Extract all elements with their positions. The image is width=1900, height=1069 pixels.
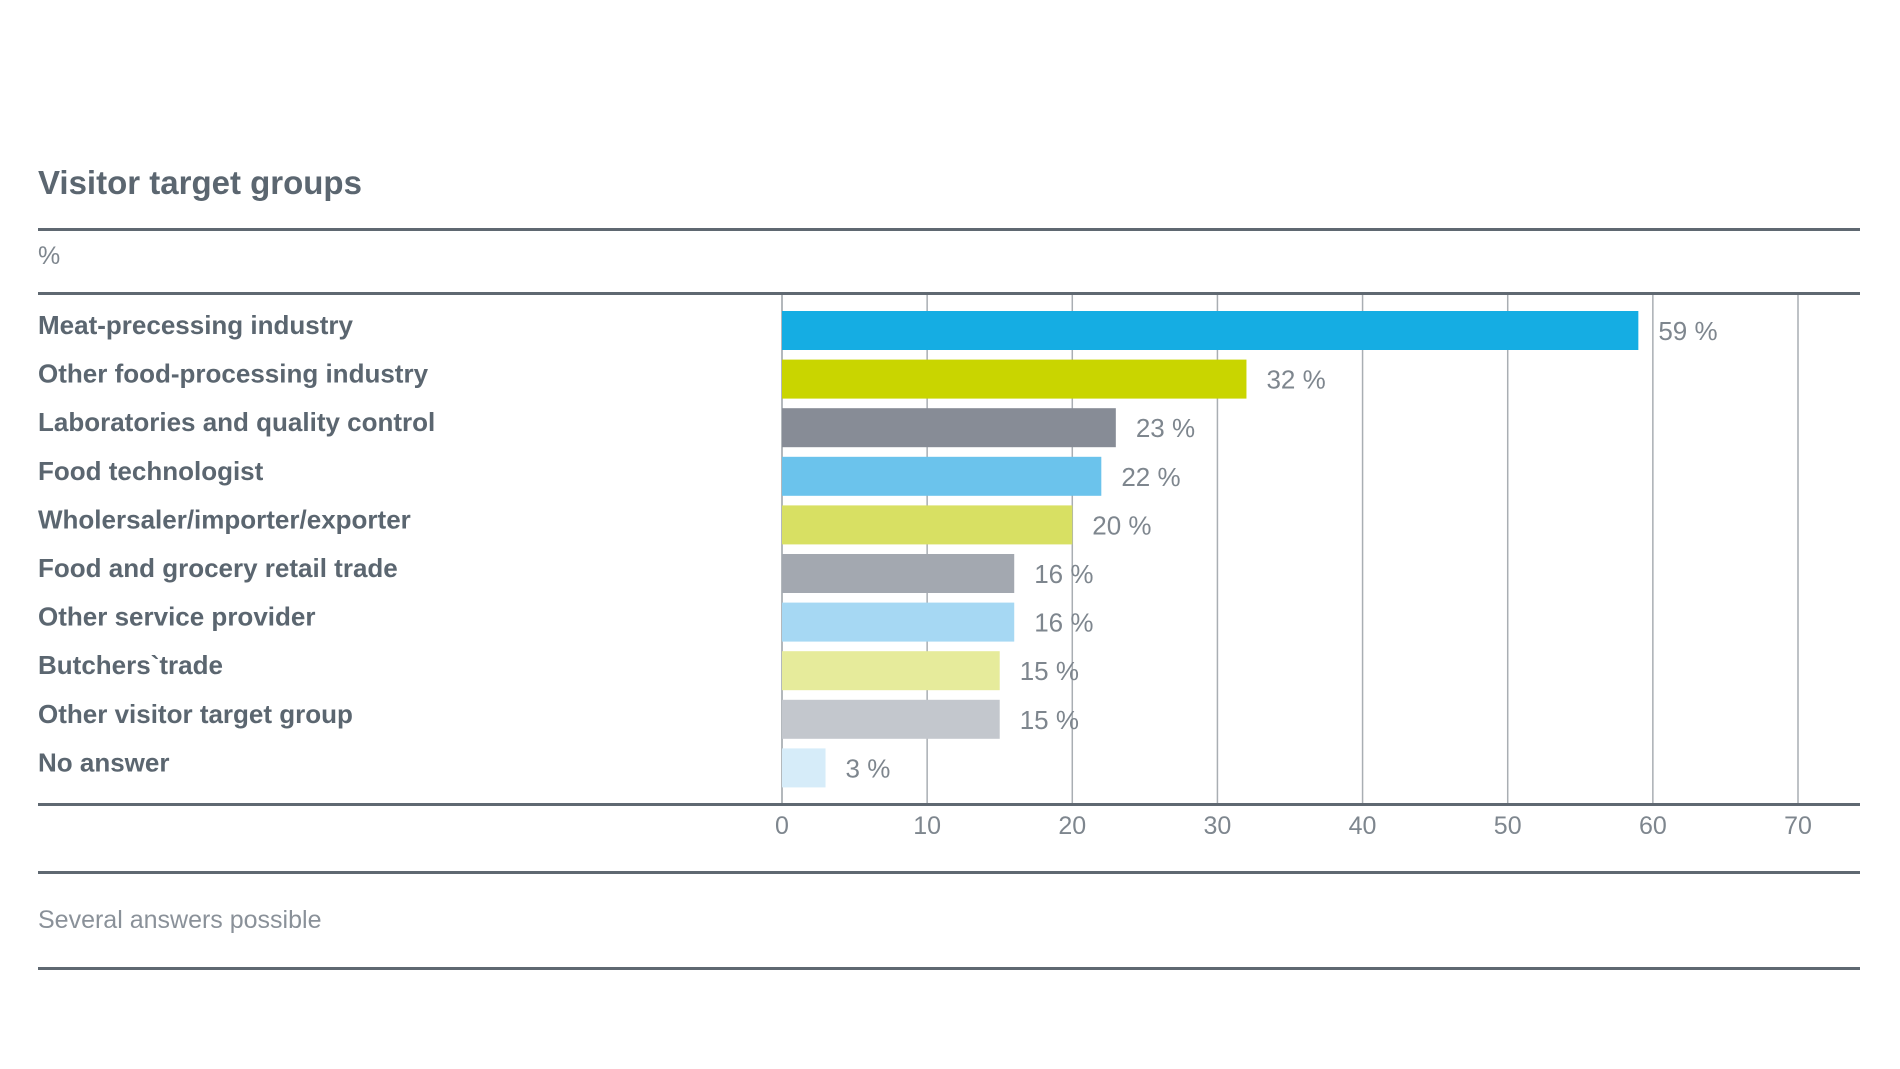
bar bbox=[782, 554, 1015, 593]
bar bbox=[782, 748, 826, 788]
bar bbox=[782, 408, 1116, 448]
category-label: Laboratories and quality control bbox=[38, 407, 435, 437]
value-label: 3 % bbox=[846, 753, 891, 783]
chart-bottom-divider bbox=[38, 803, 1860, 806]
value-label: 15 % bbox=[1020, 705, 1079, 735]
x-tick-label: 40 bbox=[1349, 812, 1377, 840]
bar bbox=[782, 311, 1639, 350]
x-tick-label: 20 bbox=[1058, 812, 1086, 840]
value-label: 15 % bbox=[1020, 656, 1079, 686]
category-label: Butchers`trade bbox=[38, 650, 223, 680]
bar bbox=[782, 505, 1073, 545]
x-tick-label: 10 bbox=[913, 812, 941, 840]
bar bbox=[782, 602, 1015, 642]
chart-title: Visitor target groups bbox=[38, 164, 362, 201]
footnote-top-divider bbox=[38, 871, 1860, 874]
x-tick-label: 50 bbox=[1494, 812, 1522, 840]
bar bbox=[782, 359, 1247, 399]
category-label: Other service provider bbox=[38, 602, 315, 632]
value-label: 32 % bbox=[1266, 365, 1325, 395]
footnote: Several answers possible bbox=[38, 906, 322, 934]
value-label: 59 % bbox=[1658, 316, 1717, 346]
chart-top-divider bbox=[38, 292, 1860, 295]
value-label: 16 % bbox=[1034, 559, 1093, 589]
category-label: Wholersaler/importer/exporter bbox=[38, 504, 411, 534]
unit-label: % bbox=[38, 242, 61, 270]
category-label: Food and grocery retail trade bbox=[38, 553, 398, 583]
category-label: Meat-precessing industry bbox=[38, 310, 354, 340]
title-divider bbox=[38, 228, 1860, 231]
value-label: 22 % bbox=[1121, 462, 1180, 492]
bar bbox=[782, 456, 1102, 496]
category-label: Other food-processing industry bbox=[38, 359, 429, 389]
value-label: 23 % bbox=[1136, 413, 1195, 443]
bar bbox=[782, 651, 1000, 691]
category-label: No answer bbox=[38, 747, 170, 777]
x-tick-label: 30 bbox=[1204, 812, 1232, 840]
footnote-bottom-divider bbox=[38, 967, 1860, 970]
category-label: Food technologist bbox=[38, 456, 264, 486]
bar bbox=[782, 699, 1000, 739]
category-label: Other visitor target group bbox=[38, 699, 353, 729]
x-tick-label: 70 bbox=[1784, 812, 1812, 840]
value-label: 20 % bbox=[1092, 510, 1151, 540]
x-tick-label: 60 bbox=[1639, 812, 1667, 840]
value-label: 16 % bbox=[1034, 608, 1093, 638]
x-tick-label: 0 bbox=[775, 812, 789, 840]
